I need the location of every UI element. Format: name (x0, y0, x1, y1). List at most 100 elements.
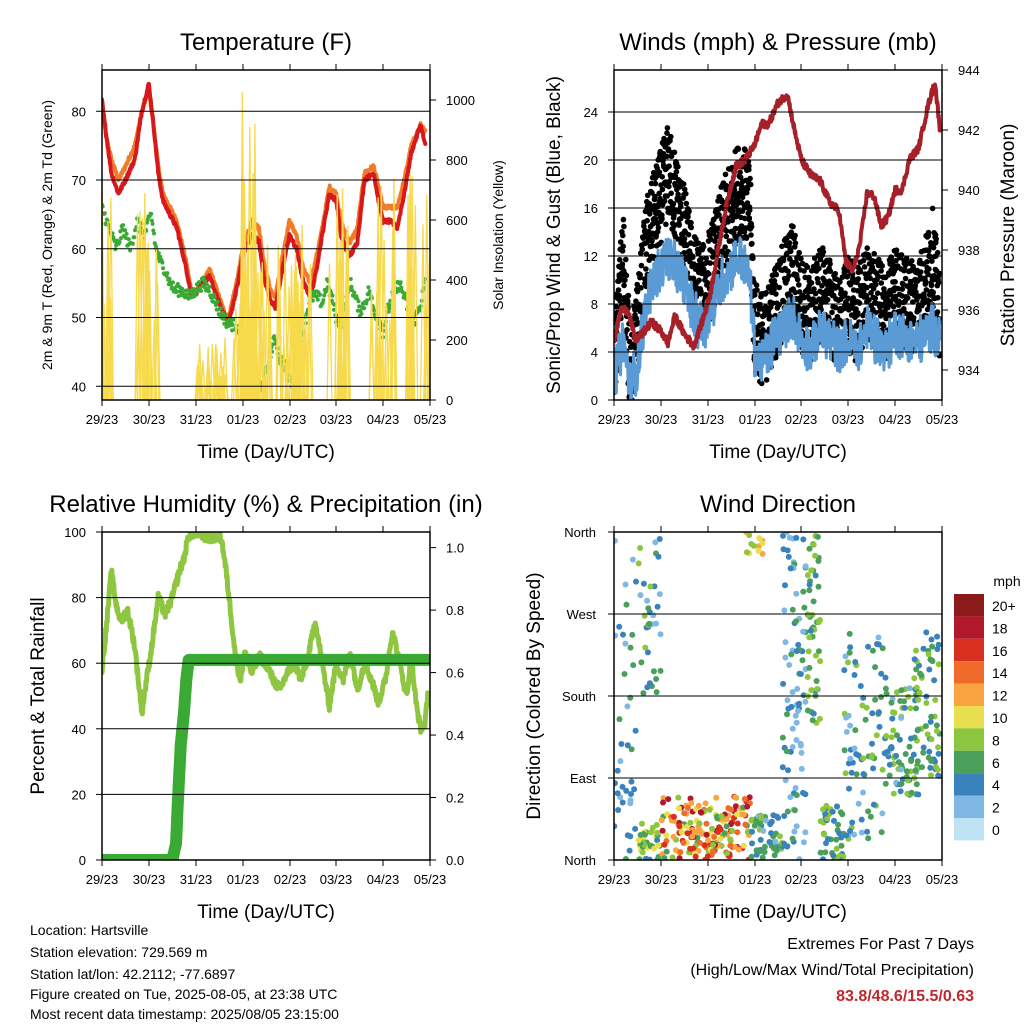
wind_direction-data-point (642, 644, 649, 651)
wind_direction-data-point (628, 746, 635, 753)
winds-data-point (819, 283, 825, 289)
wind_direction-data-point (695, 802, 702, 809)
wind_direction-data-point (740, 842, 747, 849)
wind_direction-data-point (718, 813, 725, 820)
winds-data-point (750, 255, 756, 261)
temperature-title: Temperature (F) (180, 29, 352, 56)
winds-data-point (829, 309, 835, 316)
wind_direction-data-point (640, 580, 647, 587)
wind_direction-data-point (879, 766, 886, 773)
winds-data-point (656, 169, 663, 175)
temperature-y2-tick-label: 800 (446, 153, 468, 168)
winds-data-point (689, 254, 696, 261)
wind_direction-data-point (806, 587, 813, 594)
temperature-data-point (193, 292, 198, 297)
wind_direction-data-point (800, 536, 807, 543)
wind_direction-data-point (855, 800, 862, 807)
humidity-y2-tick-label: 1.0 (446, 541, 464, 556)
wind_direction-data-point (923, 629, 930, 636)
wind_direction-data-point (793, 823, 800, 830)
temperature-data-point (399, 285, 404, 290)
wind_direction-data-point (893, 689, 900, 696)
winds-data-point (932, 232, 939, 238)
wind_direction-data-point (779, 734, 786, 741)
wind_direction-data-point (678, 829, 685, 835)
temperature-data-point (117, 239, 122, 244)
winds-data-point (685, 231, 692, 238)
wind_direction-data-point (886, 772, 893, 779)
temperature-data-point (161, 266, 166, 271)
wind_direction-data-point (649, 824, 656, 831)
winds-title: Winds (mph) & Pressure (mb) (619, 29, 936, 56)
winds-x-tick-label: 30/23 (645, 412, 678, 427)
wind_direction-data-point (771, 852, 778, 859)
winds-data-point (780, 257, 787, 264)
temperature-data-point (165, 271, 170, 276)
temperature-data-point (185, 292, 189, 297)
wind_direction-data-point (793, 792, 800, 799)
winds-data-point (898, 252, 905, 258)
wind_direction-data-point (670, 813, 677, 820)
wind_direction-data-point (675, 794, 682, 801)
humidity-y-label: Percent & Total Rainfall (28, 597, 49, 794)
wind_direction-data-point (817, 658, 824, 665)
wind_direction-data-point (860, 755, 867, 762)
wind_direction-data-point (882, 780, 889, 787)
colorbar-swatch (954, 818, 984, 841)
temperature-data-point (218, 306, 223, 311)
temperature-data-point (132, 235, 137, 240)
winds-data-point (794, 276, 801, 283)
temperature-solar-spike (275, 245, 282, 400)
winds-data-point (867, 275, 873, 282)
wind_direction-data-point (684, 804, 691, 811)
temperature-data-point (126, 237, 131, 242)
wind_direction-data-point (657, 631, 664, 638)
temperature-solar-spike (194, 365, 201, 400)
wind_direction-data-point (714, 813, 721, 820)
colorbar-label: 6 (992, 755, 1000, 771)
wind_direction-y-tick-label: South (562, 689, 596, 704)
winds-data-point (763, 290, 769, 296)
winds-data-point (649, 189, 655, 196)
humidity-x-tick-label: 03/23 (320, 872, 353, 887)
wind_direction-data-point (860, 771, 867, 777)
wind_direction-data-point (918, 672, 925, 679)
temperature-solar-spike (232, 308, 239, 400)
wind_direction-data-point (687, 845, 694, 852)
winds-data-point (934, 309, 941, 315)
temperature-data-point (317, 292, 322, 297)
wind_direction-data-point (784, 808, 791, 815)
winds-data-point (661, 198, 668, 204)
humidity-plot-area (102, 532, 430, 860)
temperature-data-point (207, 284, 212, 289)
wind_direction-data-point (802, 791, 809, 798)
wind_direction-data-point (653, 676, 660, 682)
wind_direction-data-point (614, 780, 618, 787)
wind_direction-data-point (853, 771, 860, 778)
temperature-solar-spike (383, 304, 390, 400)
winds-data-point (696, 277, 702, 284)
winds-data-point (652, 193, 658, 200)
wind_direction-data-point (781, 813, 788, 819)
humidity-frame (101, 531, 431, 861)
wind_direction-data-point (780, 532, 786, 539)
wind_direction-data-point (935, 641, 942, 648)
winds-data-point (855, 276, 861, 282)
winds-data-point (666, 163, 672, 169)
winds-data-point (734, 196, 741, 202)
temperature-solar-spike (139, 218, 146, 400)
winds-chart: Winds (mph) & Pressure (mb) 0 4 8 12 16 20 24 93… (544, 29, 1019, 463)
wind_direction-data-point (748, 816, 755, 823)
temperature-solar-spike (206, 378, 213, 400)
winds-data-point (670, 201, 677, 207)
temperature-solar-spike (151, 319, 158, 400)
wind_direction-data-point (732, 803, 739, 810)
wind_direction-data-point (888, 745, 895, 752)
wind_direction-data-point (927, 764, 934, 771)
wind_direction-data-point (841, 747, 848, 754)
humidity-y-tick-label: 100 (64, 525, 86, 540)
wind_direction-data-point (681, 810, 688, 817)
winds-data-point (786, 273, 792, 279)
winds-data-point (796, 249, 802, 256)
wind_direction-data-point (902, 751, 909, 757)
